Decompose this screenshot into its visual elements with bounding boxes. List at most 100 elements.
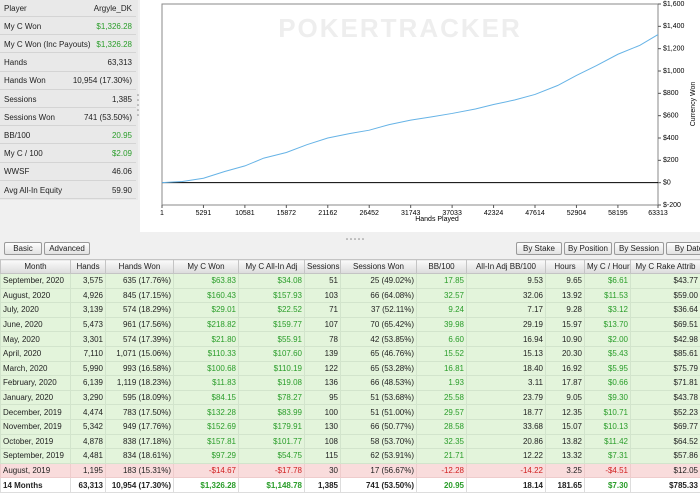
y-tick-label: $600 xyxy=(663,113,679,120)
table-cell: $22.52 xyxy=(239,303,305,318)
table-cell: 949 (17.76%) xyxy=(106,419,174,434)
stat-label: My C Won (Inc Payouts) xyxy=(4,40,91,49)
x-tick-label: 1 xyxy=(160,210,164,217)
table-cell: August, 2019 xyxy=(1,463,71,478)
table-cell: 32.06 xyxy=(467,288,546,303)
column-header[interactable]: My C Won xyxy=(174,260,239,274)
view-button[interactable]: By Stake xyxy=(516,242,562,255)
y-tick-label: $200 xyxy=(663,157,679,164)
table-cell: $97.29 xyxy=(174,449,239,464)
table-cell: 18.77 xyxy=(467,405,546,420)
table-cell: 595 (18.09%) xyxy=(106,390,174,405)
table-cell: $218.82 xyxy=(174,317,239,332)
stat-label: BB/100 xyxy=(4,131,30,140)
tab-button[interactable]: Advanced xyxy=(44,242,90,255)
y-tick-label: $1,600 xyxy=(663,1,685,8)
table-cell: July, 2020 xyxy=(1,303,71,318)
table-cell: $63.83 xyxy=(174,274,239,289)
table-cell: $11.53 xyxy=(585,288,631,303)
y-tick-label: $800 xyxy=(663,90,679,97)
column-header[interactable]: My C Rake Attrib xyxy=(631,260,700,274)
stat-label: Hands Won xyxy=(4,76,46,85)
table-cell: 122 xyxy=(305,361,341,376)
table-cell: 95 xyxy=(305,390,341,405)
table-cell: 6.60 xyxy=(417,332,467,347)
column-header[interactable]: My C / Hour xyxy=(585,260,631,274)
table-cell: $71.81 xyxy=(631,376,700,391)
table-cell: 4,474 xyxy=(71,405,106,420)
table-cell: 9.24 xyxy=(417,303,467,318)
table-cell: 845 (17.15%) xyxy=(106,288,174,303)
table-cell: $100.68 xyxy=(174,361,239,376)
table-cell: April, 2020 xyxy=(1,346,71,361)
table-cell: 15.07 xyxy=(546,419,585,434)
table-cell: $19.08 xyxy=(239,376,305,391)
table-cell: 10,954 (17.30%) xyxy=(106,478,174,493)
table-cell: 17.87 xyxy=(546,376,585,391)
table-cell: 1,385 xyxy=(305,478,341,493)
column-header[interactable]: All-In Adj BB/100 xyxy=(467,260,546,274)
table-cell: 834 (18.61%) xyxy=(106,449,174,464)
x-tick-label: 15872 xyxy=(277,210,297,217)
stat-value: 10,954 (17.30%) xyxy=(73,76,132,85)
table-cell: 1,119 (18.23%) xyxy=(106,376,174,391)
stat-value: 1,385 xyxy=(112,95,132,104)
table-cell: 65 (46.76%) xyxy=(341,346,417,361)
table-cell: 5,473 xyxy=(71,317,106,332)
view-button[interactable]: By Position xyxy=(564,242,612,255)
table-cell: $110.19 xyxy=(239,361,305,376)
view-button[interactable]: By Session xyxy=(614,242,664,255)
table-cell: $7.31 xyxy=(585,449,631,464)
table-cell: 13.32 xyxy=(546,449,585,464)
x-axis-title: Hands Played xyxy=(415,216,459,223)
column-header[interactable]: Hands Won xyxy=(106,260,174,274)
column-header[interactable]: My C All-In Adj xyxy=(239,260,305,274)
table-cell: 65 (53.28%) xyxy=(341,361,417,376)
table-cell: $159.77 xyxy=(239,317,305,332)
table-cell: $42.98 xyxy=(631,332,700,347)
table-cell: 29.19 xyxy=(467,317,546,332)
column-header[interactable]: Sessions xyxy=(305,260,341,274)
table-cell: 33.68 xyxy=(467,419,546,434)
table-cell: $43.78 xyxy=(631,390,700,405)
stat-label: Hands xyxy=(4,58,27,67)
view-button[interactable]: By Date xyxy=(666,242,700,255)
table-cell: $157.81 xyxy=(174,434,239,449)
table-cell: $101.77 xyxy=(239,434,305,449)
column-header[interactable]: Sessions Won xyxy=(341,260,417,274)
stat-value: $1,326.28 xyxy=(96,40,132,49)
stat-value: $1,326.28 xyxy=(96,22,132,31)
column-header[interactable]: Month xyxy=(1,260,71,274)
table-cell: 4,481 xyxy=(71,449,106,464)
tab-button[interactable]: Basic xyxy=(4,242,42,255)
column-header[interactable]: BB/100 xyxy=(417,260,467,274)
column-header[interactable]: Hours xyxy=(546,260,585,274)
table-cell: 5,990 xyxy=(71,361,106,376)
y-tick-label: $1,000 xyxy=(663,68,685,75)
table-cell: 838 (17.18%) xyxy=(106,434,174,449)
table-cell: 181.65 xyxy=(546,478,585,493)
x-tick-label: 26452 xyxy=(359,210,379,217)
table-cell: March, 2020 xyxy=(1,361,71,376)
table-cell: 993 (16.58%) xyxy=(106,361,174,376)
x-tick-label: 47614 xyxy=(525,210,545,217)
table-cell: 66 (50.77%) xyxy=(341,419,417,434)
table-cell: 63,313 xyxy=(71,478,106,493)
table-cell: $13.70 xyxy=(585,317,631,332)
table-cell: $6.61 xyxy=(585,274,631,289)
table-cell: 32.35 xyxy=(417,434,467,449)
table-cell: 1,195 xyxy=(71,463,106,478)
table-cell: 13.92 xyxy=(546,288,585,303)
column-header[interactable]: Hands xyxy=(71,260,106,274)
splitter-grip[interactable] xyxy=(345,237,365,241)
